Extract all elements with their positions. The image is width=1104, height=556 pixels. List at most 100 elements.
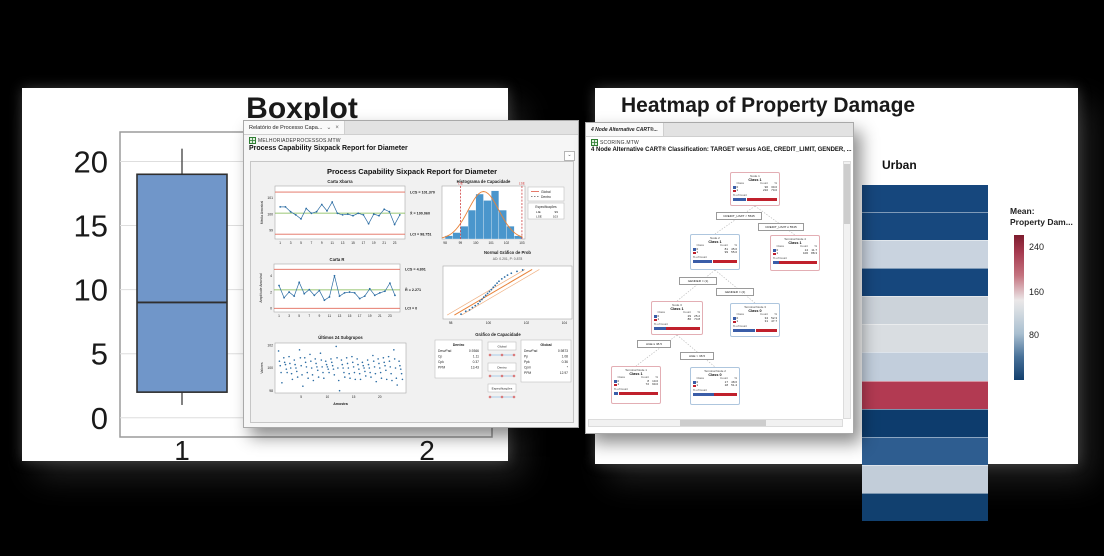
colorbar-tick: 160 [1029, 287, 1045, 297]
svg-text:98: 98 [443, 241, 447, 245]
tree-split-label-2: GENDER = (1) [679, 277, 717, 285]
svg-text:17: 17 [358, 314, 362, 318]
svg-text:99: 99 [459, 241, 463, 245]
svg-text:0: 0 [91, 401, 108, 436]
svg-text:100: 100 [267, 366, 273, 370]
svg-text:Global: Global [498, 345, 507, 349]
svg-text:Amostra: Amostra [333, 402, 349, 406]
svg-text:7: 7 [308, 314, 310, 318]
svg-text:LCS = 4.801: LCS = 4.801 [405, 267, 426, 271]
heatmap-cell [862, 324, 988, 353]
svg-text:Cpk: Cpk [438, 360, 444, 364]
svg-text:21: 21 [382, 241, 386, 245]
heatmap-cell [862, 464, 988, 493]
tree-node-n3[interactable]: Node 3 Class 1 Class Count% 0 29 25.2 1 86 74.8% … [651, 301, 703, 335]
svg-text:Dentro: Dentro [453, 343, 465, 347]
report-expand-button[interactable]: ⌄ [564, 151, 575, 161]
chevron-down-icon[interactable]: ⌄ [326, 124, 332, 131]
svg-text:19: 19 [372, 241, 376, 245]
heatmap-cell [862, 352, 988, 381]
boxplot-title: Boxplot [246, 92, 358, 125]
svg-text:19: 19 [368, 314, 372, 318]
heatmap-cell [862, 212, 988, 241]
tab-relatorio-processo[interactable]: Relatório de Processo Capa... ⌄ × [244, 121, 345, 134]
tree-split-label-3: GENDER = (2) [716, 288, 754, 296]
tab-cart-classification[interactable]: 4 Node Alternative CART®... [586, 123, 664, 136]
svg-text:LIE: LIE [536, 210, 541, 214]
svg-text:100: 100 [267, 212, 273, 216]
svg-text:13.43: 13.43 [471, 366, 479, 370]
svg-text:Cpm: Cpm [524, 366, 531, 370]
svg-text:101: 101 [267, 196, 273, 200]
svg-text:LIE: LIE [458, 182, 463, 186]
svg-text:102: 102 [267, 343, 273, 347]
tree-node-t2[interactable]: Terminal Node 2 Class 0 Class Count% 0 17 48.6… [690, 367, 740, 405]
svg-text:98: 98 [449, 321, 453, 325]
scrollbar-thumb[interactable] [680, 420, 767, 426]
tree-node-n4[interactable]: Terminal Node 4 Class 1 Class Count% 0 14 11.7… [770, 235, 820, 271]
svg-text:20: 20 [378, 395, 382, 399]
svg-text:11: 11 [328, 314, 332, 318]
svg-text:Cp: Cp [438, 355, 442, 359]
svg-text:102: 102 [524, 321, 530, 325]
scrollbar-thumb[interactable] [844, 164, 850, 224]
svg-text:3: 3 [290, 241, 292, 245]
svg-text:X̄ = 100.060: X̄ = 100.060 [410, 211, 430, 215]
svg-text:1.08: 1.08 [562, 355, 569, 359]
legend-label-line1: Mean: [1010, 206, 1035, 216]
svg-text:9: 9 [318, 314, 320, 318]
svg-text:0.36: 0.36 [562, 360, 569, 364]
tree-node-t3[interactable]: Terminal Node 3 Class 0 Class Count% 0 34 52.3… [730, 303, 780, 337]
heatmap-cell [862, 185, 988, 213]
svg-text:5: 5 [300, 395, 302, 399]
sixpack-report-window[interactable]: Relatório de Processo Capa... ⌄ × MELHOR… [243, 120, 579, 428]
svg-text:LCI = 98.751: LCI = 98.751 [410, 232, 431, 236]
svg-text:0.9366: 0.9366 [469, 349, 479, 353]
heatmap-cell [862, 436, 988, 465]
tree-node-n2[interactable]: Node 2 Class 1 Class Count% 0 81 45.0 1 99 55.0% … [690, 234, 740, 270]
svg-text:Últimos 24 Subgrupos: Últimos 24 Subgrupos [318, 335, 363, 340]
svg-text:Carta Xbarra: Carta Xbarra [327, 179, 353, 184]
heatmap-cell [862, 408, 988, 437]
svg-text:Média Amostral: Média Amostral [260, 201, 264, 225]
svg-text:Global: Global [541, 190, 551, 194]
svg-text:Valores: Valores [260, 362, 264, 374]
svg-text:98: 98 [269, 389, 273, 393]
svg-text:102: 102 [504, 241, 510, 245]
svg-text:10: 10 [326, 395, 330, 399]
svg-text:Global: Global [540, 343, 551, 347]
svg-text:Process Capability Sixpack Rep: Process Capability Sixpack Report for Di… [327, 167, 497, 176]
cart-heading: 4 Node Alternative CART® Classification:… [591, 147, 852, 153]
cart-window[interactable]: 4 Node Alternative CART®... SCORING.MTW … [585, 122, 854, 434]
svg-text:103: 103 [553, 215, 558, 219]
worksheet-name: SCORING.MTW [600, 139, 639, 146]
heatmap-colorbar [1014, 235, 1024, 380]
svg-text:PPM: PPM [524, 371, 531, 375]
sixpack-charts: Process Capability Sixpack Report for Di… [259, 167, 573, 406]
svg-text:17: 17 [362, 241, 366, 245]
decision-tree: Node 1 Class 1 Class Count% 0 90 30.0 1 210 70.0%… [586, 123, 853, 433]
svg-text:R̄ = 2.271: R̄ = 2.271 [405, 288, 421, 292]
svg-text:Carta R: Carta R [330, 257, 345, 262]
svg-text:3: 3 [288, 314, 290, 318]
worksheet-line: MELHORIADEPROCESSOS.MTW [244, 135, 578, 144]
worksheet-name: MELHORIADEPROCESSOS.MTW [258, 137, 341, 144]
tree-split-label-1: CREDIT_LIMIT ≥ 5545 [758, 223, 804, 231]
close-icon[interactable]: × [335, 124, 339, 131]
svg-text:LCI = 0: LCI = 0 [405, 307, 417, 311]
svg-text:12.97: 12.97 [560, 371, 568, 375]
svg-text:1: 1 [278, 314, 280, 318]
svg-text:Dentro: Dentro [497, 366, 507, 370]
svg-text:PPM: PPM [438, 366, 445, 370]
svg-text:AD: 0.201, P: 0.878: AD: 0.201, P: 0.878 [493, 257, 523, 261]
svg-text:2: 2 [270, 290, 272, 294]
horizontal-scrollbar[interactable] [588, 419, 843, 427]
svg-text:99: 99 [269, 228, 273, 232]
vertical-scrollbar[interactable] [843, 161, 851, 419]
tree-node-n1[interactable]: Node 1 Class 1 Class Count% 0 90 30.0 1 210 70.0%… [730, 172, 780, 206]
heatmap-column-label: Urban [882, 158, 917, 172]
svg-text:0.37: 0.37 [473, 360, 480, 364]
heatmap-legend-label: Mean: Property Dam... [1010, 206, 1073, 227]
svg-text:Gráfico de Capacidade: Gráfico de Capacidade [475, 332, 521, 337]
tree-node-t1[interactable]: Terminal Node 1 Class 1 Class Count% 0 8 10.0 1… [611, 366, 661, 404]
